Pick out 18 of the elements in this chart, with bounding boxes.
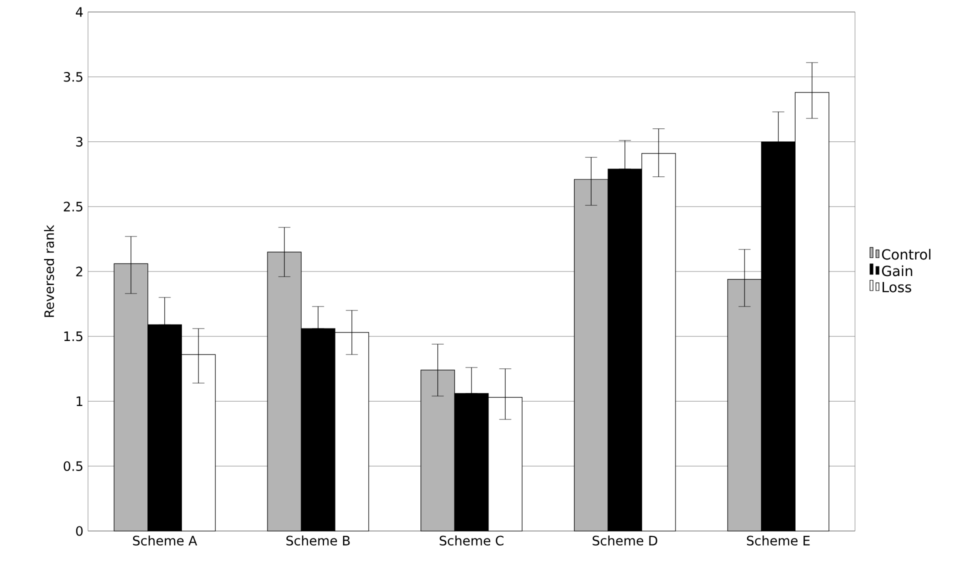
y-tick-label: 0.5 bbox=[64, 461, 82, 472]
y-tick-label: 1.5 bbox=[64, 332, 82, 342]
y-tick-label: 1 bbox=[76, 396, 82, 406]
legend-label: Gain bbox=[882, 265, 912, 276]
x-tick-label: Scheme A bbox=[133, 536, 198, 546]
x-tick-label: Scheme D bbox=[592, 536, 658, 546]
y-tick-label: 0 bbox=[76, 526, 83, 536]
y-tick-label: 3 bbox=[76, 136, 82, 147]
y-tick-label: 2.5 bbox=[64, 202, 82, 212]
y-tick-label: 2 bbox=[76, 266, 82, 276]
legend-label: Control bbox=[882, 248, 930, 260]
x-tick-label: Scheme C bbox=[440, 536, 504, 546]
y-axis-title: Reversed rank bbox=[44, 224, 54, 317]
legend-label: Loss bbox=[882, 282, 912, 292]
y-tick-label: 3.5 bbox=[64, 72, 82, 82]
x-tick-label: Scheme B bbox=[286, 536, 350, 546]
x-tick-label: Scheme E bbox=[746, 536, 810, 546]
y-tick-label: 4 bbox=[76, 7, 83, 17]
